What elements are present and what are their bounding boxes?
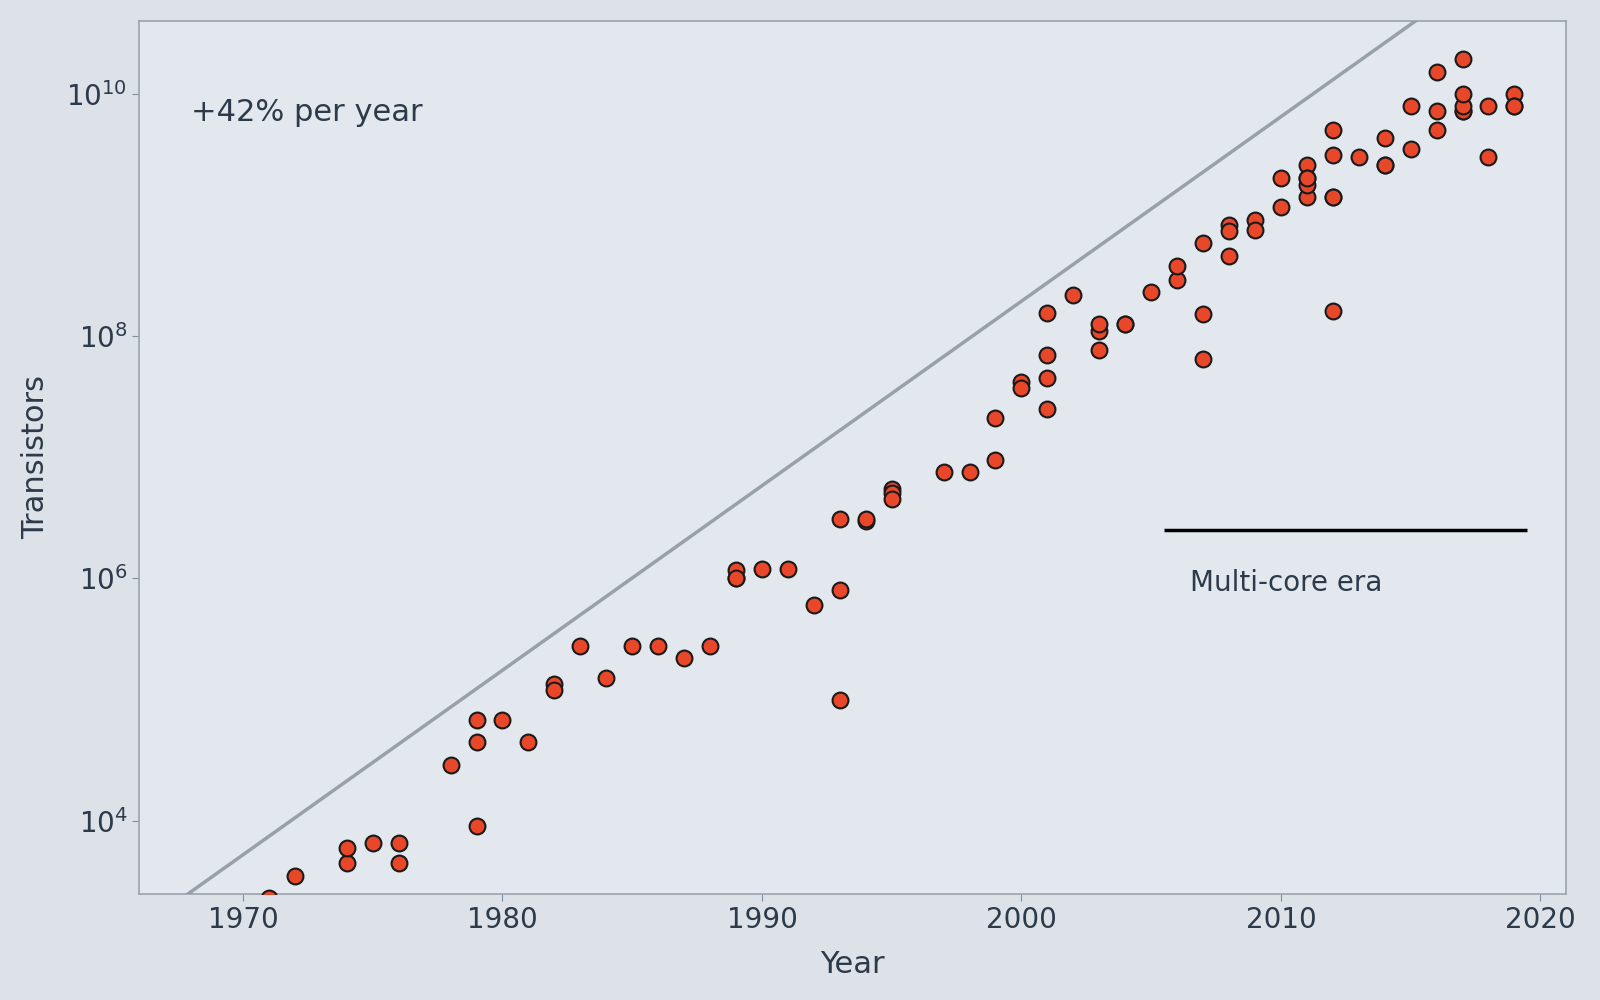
Point xyxy=(1086,323,1112,339)
Point xyxy=(827,582,853,598)
Point xyxy=(1216,217,1242,233)
Point xyxy=(1502,98,1528,114)
Point xyxy=(723,562,749,578)
Point xyxy=(774,561,800,577)
Point xyxy=(957,464,982,480)
Point xyxy=(723,570,749,586)
Point xyxy=(1112,316,1138,332)
Point xyxy=(1294,157,1320,173)
Point xyxy=(334,855,360,871)
Point xyxy=(1216,223,1242,239)
Point xyxy=(568,638,594,654)
Point xyxy=(1190,235,1216,251)
Point xyxy=(853,511,878,527)
Point xyxy=(1294,189,1320,205)
Text: +42% per year: +42% per year xyxy=(190,98,422,127)
Point xyxy=(1008,374,1034,390)
Point xyxy=(853,513,878,529)
Point xyxy=(1035,370,1061,386)
Point xyxy=(878,481,904,497)
Point xyxy=(1424,103,1450,119)
Point xyxy=(1242,222,1267,238)
Point xyxy=(698,638,723,654)
Point xyxy=(723,570,749,586)
Point xyxy=(1475,98,1501,114)
Point xyxy=(1086,316,1112,332)
Point xyxy=(1398,141,1424,157)
Point xyxy=(1190,306,1216,322)
Point xyxy=(1450,51,1475,67)
Point xyxy=(1450,86,1475,102)
Point xyxy=(1269,170,1294,186)
Point xyxy=(464,734,490,750)
Point xyxy=(672,650,698,666)
Point xyxy=(1035,347,1061,363)
Point xyxy=(1216,248,1242,264)
Point xyxy=(1502,86,1528,102)
Point xyxy=(982,410,1008,426)
Point xyxy=(438,757,464,773)
Point xyxy=(1008,380,1034,396)
Point xyxy=(802,597,827,613)
Point xyxy=(1450,98,1475,114)
Point xyxy=(749,561,774,577)
Point xyxy=(1320,189,1346,205)
Point xyxy=(1138,284,1163,300)
X-axis label: Year: Year xyxy=(821,950,885,979)
Point xyxy=(464,712,490,728)
Point xyxy=(334,840,360,856)
Point xyxy=(1294,177,1320,193)
Point xyxy=(386,855,411,871)
Point xyxy=(1424,64,1450,80)
Point xyxy=(1502,98,1528,114)
Point xyxy=(827,511,853,527)
Point xyxy=(541,676,566,692)
Point xyxy=(645,638,670,654)
Point xyxy=(1035,401,1061,417)
Point xyxy=(1165,258,1190,274)
Point xyxy=(878,491,904,507)
Point xyxy=(594,670,619,686)
Text: Multi-core era: Multi-core era xyxy=(1190,569,1382,597)
Point xyxy=(1190,351,1216,367)
Point xyxy=(1320,189,1346,205)
Point xyxy=(1086,342,1112,358)
Point xyxy=(1320,122,1346,138)
Point xyxy=(1294,170,1320,186)
Point xyxy=(982,452,1008,468)
Point xyxy=(1346,149,1371,165)
Point xyxy=(1320,303,1346,319)
Point xyxy=(1398,98,1424,114)
Point xyxy=(1371,157,1397,173)
Y-axis label: Transistors: Transistors xyxy=(21,375,50,539)
Point xyxy=(1294,170,1320,186)
Point xyxy=(827,692,853,708)
Point xyxy=(878,485,904,501)
Point xyxy=(1269,199,1294,215)
Point xyxy=(282,868,307,884)
Point xyxy=(1371,130,1397,146)
Point xyxy=(541,682,566,698)
Point xyxy=(490,712,515,728)
Point xyxy=(464,818,490,834)
Point xyxy=(619,638,645,654)
Point xyxy=(1320,147,1346,163)
Point xyxy=(1450,103,1475,119)
Point xyxy=(386,835,411,851)
Point xyxy=(256,890,282,906)
Point xyxy=(515,734,541,750)
Point xyxy=(1371,157,1397,173)
Point xyxy=(1112,316,1138,332)
Point xyxy=(1450,103,1475,119)
Point xyxy=(1165,272,1190,288)
Point xyxy=(1424,122,1450,138)
Point xyxy=(931,464,957,480)
Point xyxy=(1061,287,1086,303)
Point xyxy=(1475,149,1501,165)
Point xyxy=(360,835,386,851)
Point xyxy=(1242,212,1267,228)
Point xyxy=(1035,305,1061,321)
